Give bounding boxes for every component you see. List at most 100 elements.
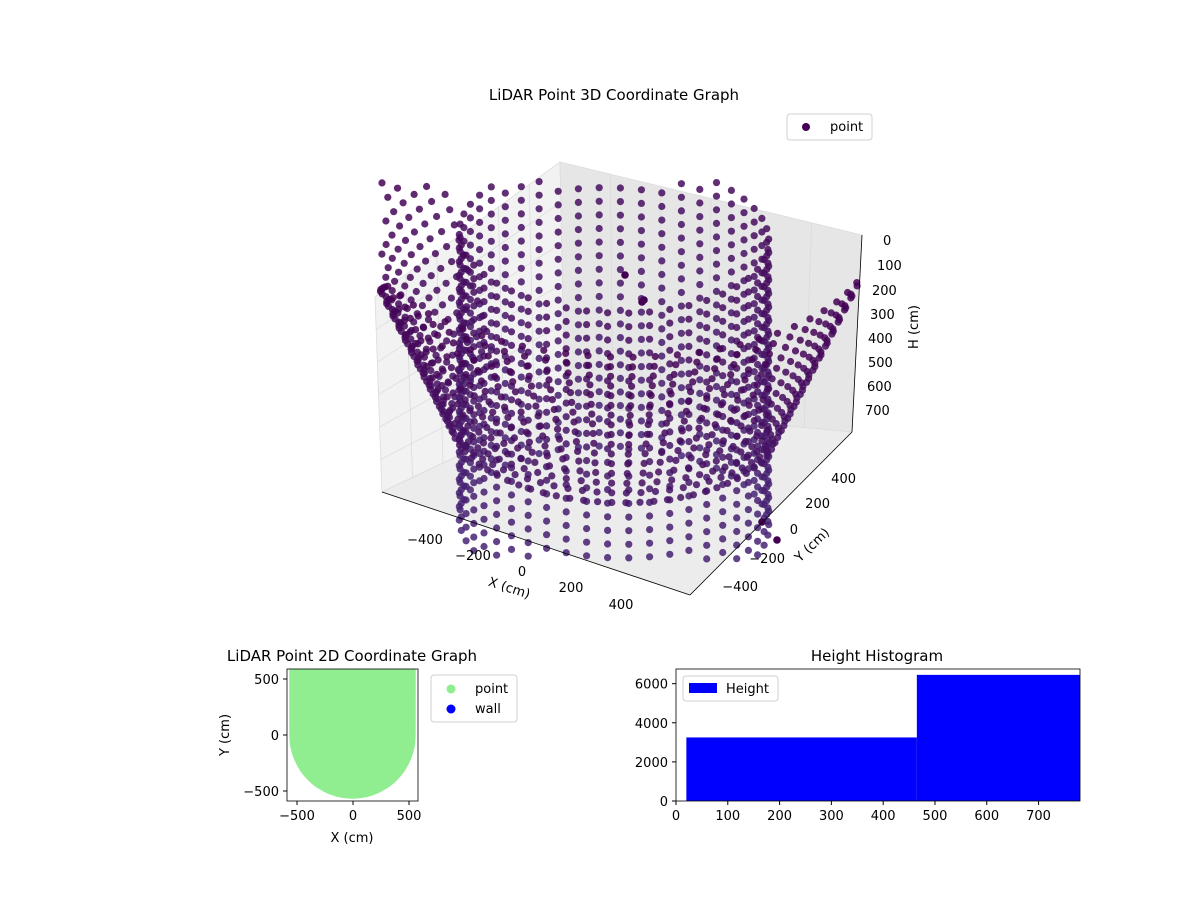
data-point [466, 200, 474, 208]
data-point [484, 450, 492, 458]
data-point [507, 505, 516, 513]
chart-2d-scatter: LiDAR Point 2D Coordinate Graph −500 0 5… [218, 647, 518, 846]
data-point [536, 422, 545, 430]
data-point [517, 373, 525, 381]
y-tick-label: 2000 [635, 756, 668, 771]
data-point [784, 383, 792, 391]
data-point [410, 228, 418, 236]
data-point [466, 241, 474, 249]
data-point [462, 387, 470, 395]
data-point [443, 358, 451, 366]
data-point [431, 250, 439, 258]
data-point [750, 464, 758, 472]
data-point [501, 434, 509, 442]
data-point [733, 541, 741, 549]
data-point [628, 363, 637, 371]
chart-3d-scatter: LiDAR Point 3D Coordinate Graph 0 100 20… [374, 86, 922, 613]
x-axis-ticks-hist: 0 100 200 300 400 500 600 700 [672, 801, 1051, 824]
data-point [466, 227, 474, 236]
data-point [729, 442, 737, 451]
data-point [433, 286, 441, 294]
y-tick-label: 200 [805, 497, 830, 512]
data-point [554, 337, 562, 345]
x-axis-label-2d: X (cm) [331, 831, 374, 846]
data-point [595, 279, 603, 287]
data-point [595, 428, 603, 437]
data-point [384, 264, 392, 272]
data-point [592, 478, 600, 486]
z-tick-label: 700 [865, 404, 890, 419]
data-point [457, 241, 465, 249]
data-point [753, 432, 761, 440]
data-point [742, 469, 750, 477]
data-point [658, 284, 666, 292]
data-point [682, 474, 690, 482]
data-point [753, 381, 761, 389]
data-point [796, 336, 804, 344]
data-point [568, 398, 576, 406]
data-point [685, 546, 693, 555]
data-point [691, 368, 699, 376]
data-point [554, 255, 562, 263]
data-point [711, 365, 719, 373]
data-point [583, 538, 591, 546]
data-point [521, 352, 529, 360]
data-point [470, 533, 478, 541]
data-point [703, 528, 711, 536]
data-point [583, 511, 591, 519]
x-axis-line [381, 491, 691, 596]
data-point [744, 315, 753, 323]
data-point [535, 191, 543, 199]
data-point [779, 393, 787, 402]
data-point [703, 541, 711, 549]
data-point [589, 429, 597, 438]
data-point [712, 260, 721, 268]
data-point [696, 389, 704, 397]
data-point [765, 350, 774, 358]
chart-2d-legend: point wall [430, 674, 518, 723]
data-point [438, 382, 446, 390]
data-point [595, 401, 603, 409]
x-tick-label: 100 [715, 809, 740, 824]
data-point [616, 266, 625, 274]
x-tick-label: 500 [397, 809, 422, 824]
data-point [487, 196, 495, 205]
data-point [595, 415, 603, 423]
data-point [607, 450, 615, 458]
data-point [646, 512, 654, 520]
data-point [712, 383, 721, 391]
data-point [685, 370, 693, 378]
data-point [437, 264, 445, 273]
data-point [658, 202, 666, 211]
data-point [754, 551, 762, 559]
data-point [738, 464, 746, 472]
data-point [741, 437, 750, 446]
data-point [487, 251, 495, 259]
data-point [672, 361, 680, 369]
data-point [719, 358, 727, 366]
data-point [733, 432, 741, 440]
data-point [534, 468, 542, 477]
data-point [703, 310, 711, 318]
data-point [661, 429, 669, 437]
data-point [543, 366, 551, 374]
data-point [768, 415, 776, 423]
data-point [517, 305, 525, 313]
y-axis-line [689, 431, 853, 596]
data-point [595, 238, 603, 246]
data-point [696, 321, 704, 329]
data-point [517, 210, 525, 218]
data-point [732, 458, 741, 466]
data-point [487, 434, 495, 442]
data-point [623, 470, 631, 478]
data-point [425, 294, 433, 302]
data-point [616, 184, 625, 192]
data-point [515, 481, 523, 489]
x-tick-label: 0 [518, 565, 526, 580]
data-point [501, 420, 509, 428]
data-point [554, 228, 562, 236]
data-point [525, 438, 534, 446]
data-point [494, 383, 502, 391]
data-point [744, 274, 753, 282]
data-point [487, 237, 495, 245]
